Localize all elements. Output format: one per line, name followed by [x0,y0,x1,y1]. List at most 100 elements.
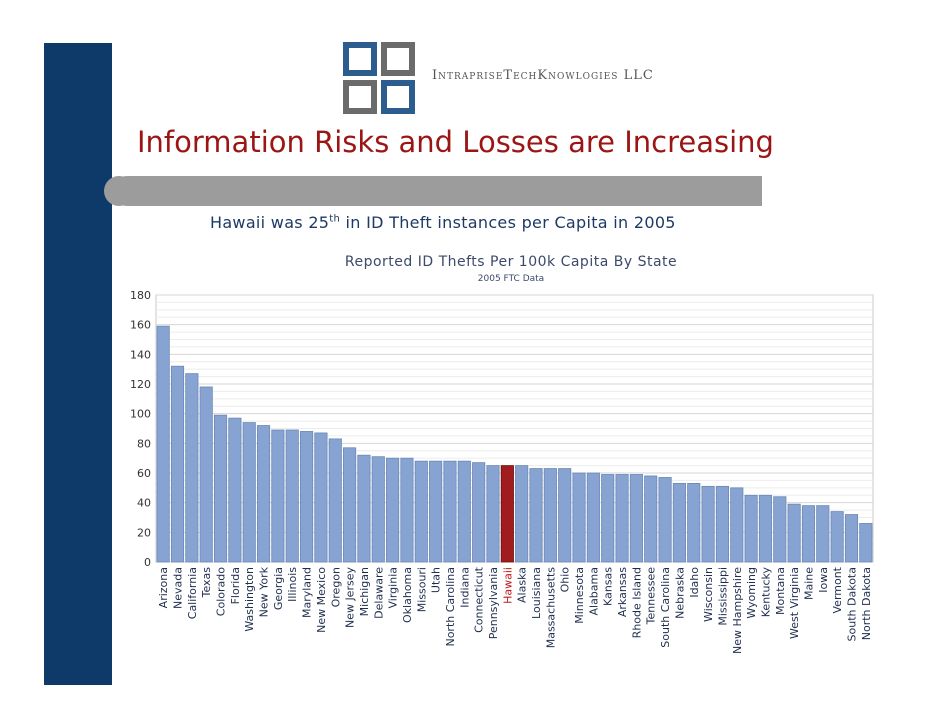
y-tick-label: 140 [130,348,151,361]
chart-title: Reported ID Thefts Per 100k Capita By St… [345,254,677,270]
x-tick-label: Arizona [157,567,170,608]
slide-title: Information Risks and Losses are Increas… [137,125,774,159]
x-tick-label: Alabama [587,567,600,616]
bar-illinois [285,429,299,563]
y-tick-label: 100 [130,408,151,421]
bar-georgia [271,429,285,563]
subtitle-post: in ID Theft instances per Capita in 2005 [340,213,676,232]
bar-idaho [687,482,701,563]
bar-north-dakota [859,523,873,563]
bar-new-jersey [343,447,357,563]
left-navy-band [44,43,112,685]
x-tick-label: North Carolina [444,567,457,647]
bar-alaska [515,465,529,563]
x-tick-label: Pennsylvania [487,567,500,639]
x-tick-label: South Carolina [659,567,672,648]
y-tick-label: 40 [137,497,151,510]
bar-arkansas [615,474,629,563]
x-tick-label: Montana [774,567,787,615]
bar-massachusetts [543,468,557,563]
y-tick-label: 60 [137,467,151,480]
x-tick-label: Wisconsin [702,567,715,622]
bar-hawaii [500,465,514,563]
x-tick-label: Wyoming [745,567,758,619]
bar-alabama [586,472,600,563]
x-tick-label: New Jersey [344,567,357,629]
x-tick-label: New Mexico [315,567,328,633]
bar-colorado [213,414,228,563]
bar-virginia [386,457,400,563]
bar-missouri [414,460,428,563]
chart-subtitle: 2005 FTC Data [478,274,544,284]
bar-washington [242,422,256,563]
company-logo [343,42,417,114]
slide-subtitle: Hawaii was 25th in ID Theft instances pe… [210,213,676,232]
x-tick-label: Texas [200,567,213,599]
x-tick-label: Arkansas [616,567,629,617]
x-tick-label: Maryland [301,567,314,618]
bar-nevada [170,365,185,563]
bar-new-hampshire [730,487,744,563]
x-tick-label: Florida [229,567,242,604]
x-tick-label: Massachusetts [544,567,557,649]
bar-south-dakota [844,514,859,563]
x-tick-label: Alaska [516,567,529,603]
bar-oregon [328,438,342,563]
title-underline-bar [112,176,762,206]
bar-kansas [601,474,615,563]
bar-montana [773,496,787,563]
bar-louisiana [529,468,543,563]
x-tick-label: Connecticut [473,566,486,633]
bar-wyoming [744,494,758,563]
bar-florida [228,417,242,563]
x-tick-label: South Dakota [845,567,858,641]
bar-pennsylvania [486,465,500,563]
bar-minnesota [572,472,586,563]
y-tick-label: 20 [137,526,151,539]
bar-vermont [830,511,844,563]
bar-kentucky [758,494,773,563]
bar-connecticut [472,462,486,563]
x-tick-label: Mississippi [716,567,729,626]
y-tick-label: 120 [130,378,151,391]
x-tick-label: Kansas [602,567,615,606]
x-tick-label: Louisiana [530,567,543,619]
bar-new-mexico [314,432,328,563]
x-tick-label: Indiana [458,567,471,608]
bar-mississippi [715,485,729,563]
bar-new-york [256,425,271,563]
bar-west-virginia [787,503,801,563]
bar-indiana [457,460,471,563]
x-tick-label: Idaho [688,567,701,598]
y-tick-label: 80 [137,437,151,450]
x-tick-label: Vermont [831,566,844,613]
x-tick-label: Rhode Island [630,567,643,638]
y-tick-label: 180 [130,289,151,302]
company-name: IntrapriseTechKnowlogies LLC [432,68,654,83]
bar-delaware [371,456,385,563]
bar-california [185,373,199,563]
bar-oklahoma [400,457,414,563]
x-tick-label: Delaware [372,567,385,619]
x-tick-label: Missouri [415,567,428,612]
bar-wisconsin [701,485,715,563]
bar-iowa [816,505,830,563]
y-tick-label: 160 [130,319,151,332]
x-tick-label: Colorado [215,567,228,616]
x-tick-label: Michigan [358,567,371,616]
x-tick-label: Tennessee [645,567,658,626]
x-tick-label: Hawaii [501,567,514,604]
x-tick-label: Minnesota [573,567,586,624]
x-tick-label: Ohio [559,567,572,593]
x-tick-label: Iowa [817,567,830,593]
x-tick-label: Oklahoma [401,567,414,623]
x-tick-label: Oregon [329,567,342,607]
y-tick-label: 0 [144,556,151,569]
bar-south-carolina [658,477,672,563]
bar-arizona [156,325,170,563]
bar-texas [199,386,213,563]
bar-nebraska [672,482,686,563]
x-tick-label: Utah [430,567,443,593]
x-tick-label: Nevada [172,567,185,609]
